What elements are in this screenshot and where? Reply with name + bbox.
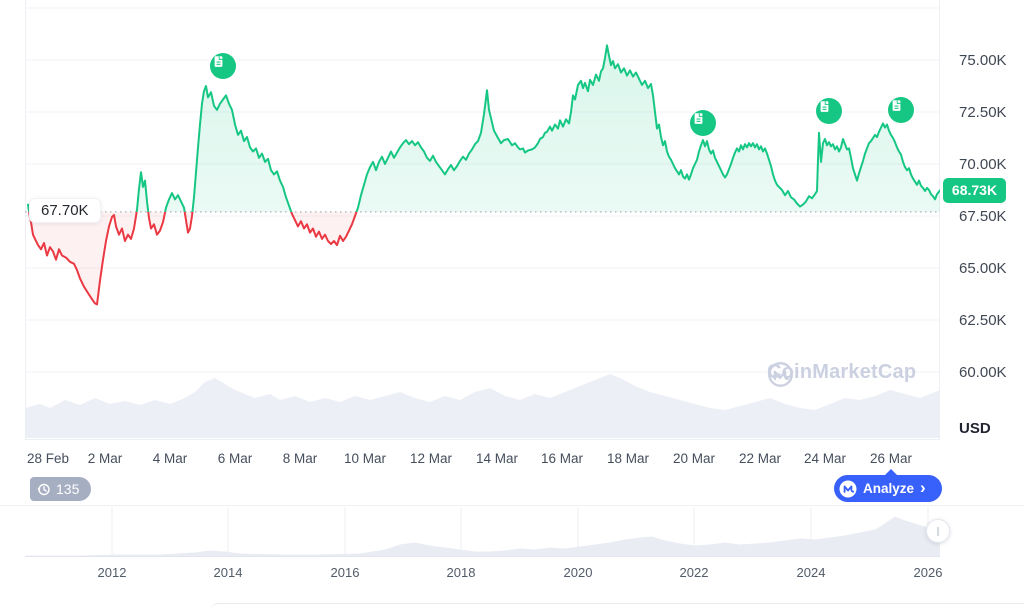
x-axis: 28 Feb 2 Mar 4 Mar 6 Mar 8 Mar 10 Mar 12 Mar 14… [0,451,1024,469]
x-axis-tick: 12 Mar [409,451,453,466]
x-axis-tick: 2 Mar [87,451,123,466]
x-axis-tick: 8 Mar [282,451,318,466]
y-axis-tick: 70.00K [959,156,1007,173]
y-axis-tick: 62.50K [959,312,1007,329]
document-icon [694,113,703,124]
main-price-chart[interactable]: 67.70K CoinMarketCap [25,0,940,440]
news-event-marker[interactable] [888,97,914,123]
timeline-year-axis: 2012 2014 2016 2018 2020 2022 2024 2026 [0,565,1024,581]
y-axis-tick: 60.00K [959,364,1007,381]
document-icon [214,56,223,67]
timeline-range-selector[interactable] [25,507,940,557]
document-icon [892,100,901,111]
next-section-card-edge [211,603,1024,610]
watermark-text: CoinMarketCap [767,361,917,383]
y-axis-tick: 72.50K [959,104,1007,121]
history-count: 135 [56,481,80,497]
x-axis-tick: 14 Mar [475,451,519,466]
current-price-badge: 68.73K [943,177,1006,203]
x-axis-tick: 18 Mar [606,451,650,466]
chevron-right-icon: › [920,478,926,497]
news-event-marker[interactable] [210,53,236,79]
timeline-year-label: 2014 [213,565,243,580]
price-line-chart-canvas [25,0,940,440]
news-event-marker[interactable] [816,98,842,124]
baseline-price-label: 67.70K [29,198,101,224]
timeline-year-label: 2026 [913,565,943,580]
timeline-year-label: 2020 [563,565,593,580]
y-axis-tick: 65.00K [959,260,1007,277]
timeline-year-label: 2012 [97,565,127,580]
document-icon [820,101,829,112]
x-axis-tick: 10 Mar [343,451,387,466]
section-divider [0,505,1024,506]
coinmarketcap-logo-icon [768,362,793,387]
analyze-cmc-logo-icon [839,480,857,497]
timeline-year-label: 2016 [330,565,360,580]
x-axis-tick: 26 Mar [869,451,913,466]
x-axis-tick: 22 Mar [738,451,782,466]
x-axis-tick: 24 Mar [803,451,847,466]
analyze-label: Analyze [863,481,915,496]
history-count-badge[interactable]: 135 [30,477,92,501]
timeline-mini-chart [25,507,940,557]
timeline-year-label: 2022 [679,565,709,580]
x-axis-tick: 6 Mar [217,451,253,466]
currency-label: USD [959,420,991,437]
range-handle[interactable]: ∥ [926,519,950,543]
y-axis-tick: 67.50K [959,208,1007,225]
coinmarketcap-watermark: CoinMarketCap [767,361,917,387]
x-axis-tick: 20 Mar [672,451,716,466]
x-axis-tick: 4 Mar [152,451,188,466]
x-axis-tick: 16 Mar [540,451,584,466]
history-clock-icon [37,483,50,495]
timeline-year-label: 2024 [796,565,826,580]
drag-handle-icon: ∥ [935,525,941,536]
y-axis: 75.00K 72.50K 70.00K 67.50K 65.00K 62.50K 60.0… [941,0,1024,440]
news-event-marker[interactable] [690,110,716,136]
analyze-button[interactable]: Analyze › [834,469,942,502]
x-axis-tick: 28 Feb [26,451,70,466]
timeline-year-label: 2018 [446,565,476,580]
y-axis-tick: 75.00K [959,52,1007,69]
